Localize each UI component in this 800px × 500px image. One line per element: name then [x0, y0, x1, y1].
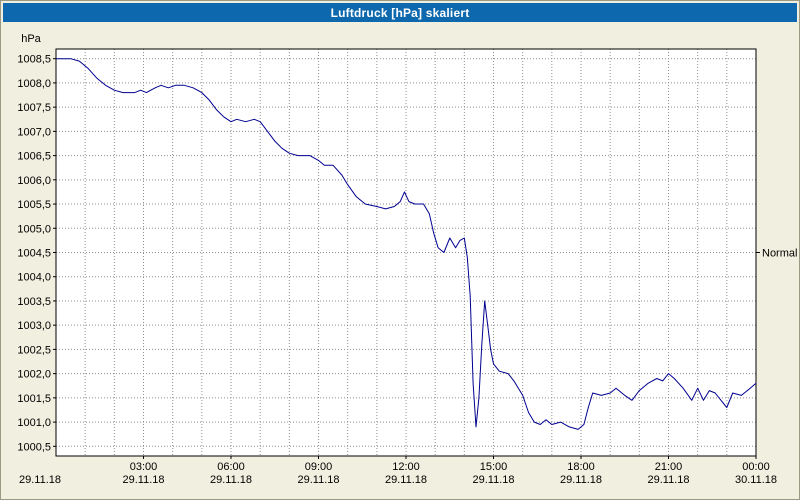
x-tick-time-label: 06:00	[217, 461, 245, 473]
x-tick-date-label: 29.11.18	[210, 474, 252, 486]
x-tick-date-label: 29.11.18	[19, 474, 61, 486]
x-tick-time-label: 03:00	[130, 461, 158, 473]
y-tick-label: 1007,0	[17, 126, 51, 138]
x-tick-time-label: 09:00	[305, 461, 333, 473]
normal-annotation-label: Normal	[762, 248, 797, 260]
y-tick-label: 1003,0	[17, 320, 51, 332]
y-tick-label: 1002,5	[17, 344, 51, 356]
x-tick-date-label: 29.11.18	[385, 474, 427, 486]
y-tick-label: 1001,5	[17, 393, 51, 405]
x-tick-date-label: 29.11.18	[472, 474, 514, 486]
x-tick-date-label: 29.11.18	[560, 474, 602, 486]
y-tick-label: 1007,5	[17, 102, 51, 114]
pressure-line-chart: 1008,5 1008,0 1007,5 1007,0 1006,5 1006,0 1005…	[17, 33, 797, 486]
chart-title-bar: Luftdruck [hPa] skaliert	[3, 3, 797, 22]
y-tick-label: 1005,0	[17, 223, 51, 235]
y-tick-label: 1001,0	[17, 417, 51, 429]
y-tick-label: 1004,5	[17, 248, 51, 260]
x-tick-date-label: 30.11.18	[735, 474, 777, 486]
y-tick-label: 1006,5	[17, 151, 51, 163]
y-tick-label: 1000,5	[17, 441, 51, 453]
y-tick-label: 1006,0	[17, 175, 51, 187]
y-axis-unit-label: hPa	[21, 33, 41, 45]
x-tick-time-label: 21:00	[655, 461, 683, 473]
y-tick-label: 1008,0	[17, 78, 51, 90]
y-tick-label: 1004,0	[17, 272, 51, 284]
x-tick-time-label: 12:00	[392, 461, 420, 473]
y-tick-label: 1003,5	[17, 296, 51, 308]
y-tick-label: 1008,5	[17, 54, 51, 66]
x-tick-time-label: 00:00	[742, 461, 770, 473]
x-tick-date-label: 29.11.18	[297, 474, 339, 486]
y-tick-label: 1002,0	[17, 369, 51, 381]
pressure-series-line	[56, 58, 757, 430]
x-tick-time-label: 18:00	[567, 461, 595, 473]
x-tick-time-label: 15:00	[480, 461, 508, 473]
x-tick-date-label: 29.11.18	[647, 474, 689, 486]
x-tick-date-label: 29.11.18	[122, 474, 164, 486]
y-tick-label: 1005,5	[17, 199, 51, 211]
chart-title: Luftdruck [hPa] skaliert	[330, 5, 470, 20]
